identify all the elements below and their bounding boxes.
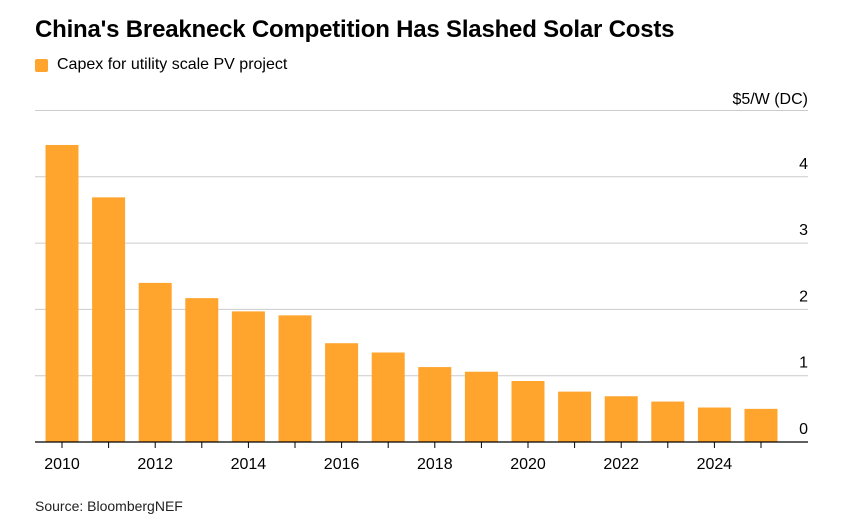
x-tick-label: 2014 [231,456,267,473]
x-tick-label: 2016 [324,456,360,473]
legend-swatch [35,58,48,72]
x-axis-ticks: 2010 2012 2014 2016 2018 2020 2022 2024 [44,442,762,473]
y-axis-unit-label: $5/W (DC) [732,91,808,108]
bar [697,407,731,442]
bar [231,311,265,442]
legend-label: Capex for utility scale PV project [57,56,288,73]
x-tick-label: 2020 [510,456,546,473]
bars [45,144,778,442]
bar [511,381,545,442]
y-tick-label: 4 [799,156,808,173]
x-tick-label: 2024 [697,456,733,473]
bar [464,371,498,442]
x-tick-label: 2018 [417,456,453,473]
bar [45,144,79,442]
bar [604,396,638,442]
bar [185,298,219,442]
bar [418,367,452,442]
bar [278,315,312,442]
y-tick-label: 0 [799,421,808,438]
chart-title: China's Breakneck Competition Has Slashe… [35,16,675,43]
bar [744,408,778,442]
bar [558,391,592,442]
y-tick-label: 2 [799,288,808,305]
legend: Capex for utility scale PV project [35,56,287,74]
bar [92,197,126,442]
x-tick-label: 2010 [44,456,80,473]
bar [371,352,405,442]
bar [325,343,359,442]
y-axis-ticks: 0 1 2 3 4 [799,156,808,438]
x-tick-label: 2022 [603,456,639,473]
bar [138,282,172,442]
bar [651,401,685,442]
x-tick-label: 2012 [137,456,173,473]
y-tick-label: 1 [799,355,808,372]
y-tick-label: 3 [799,222,808,239]
source-note: Source: BloombergNEF [35,498,183,514]
